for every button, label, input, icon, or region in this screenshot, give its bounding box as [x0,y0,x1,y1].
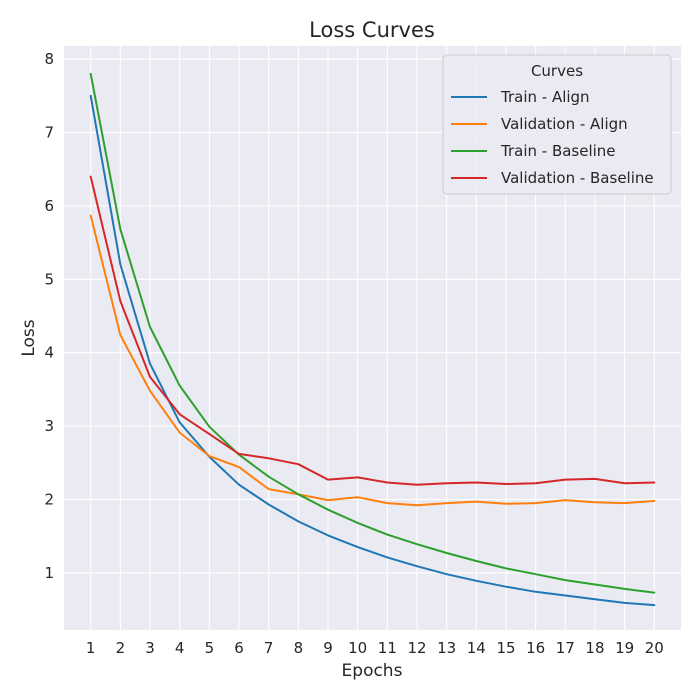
y-tick-label: 1 [44,564,54,582]
x-tick-label: 3 [145,639,155,657]
x-tick-label: 14 [467,639,486,657]
legend-title: Curves [531,62,583,80]
series-line-train-align [89,94,656,607]
x-tick-label: 2 [116,639,126,657]
y-axis-label: Loss [19,319,39,356]
chart-title: Loss Curves [309,18,435,42]
legend-items: Train - Align Validation - Align Train - B… [451,88,654,187]
legend-entry-label: Train - Align [500,88,590,106]
y-tick-label: 4 [44,344,54,362]
legend-entry-label: Validation - Baseline [501,169,654,187]
x-tick-label: 4 [175,639,185,657]
x-tick-label: 9 [323,639,333,657]
series-line-validation-align [89,214,656,507]
y-tick-labels: 1 2 3 4 5 6 7 8 [44,50,54,582]
x-tick-label: 18 [585,639,604,657]
x-tick-labels: 1 2 3 4 5 6 7 8 9 10 11 12 13 14 15 16 17 18 19 20 [86,639,664,657]
x-tick-label: 15 [496,639,515,657]
y-tick-label: 2 [44,490,54,508]
y-tick-label: 5 [44,270,54,288]
x-tick-label: 19 [615,639,634,657]
x-tick-label: 1 [86,639,96,657]
x-tick-label: 17 [556,639,575,657]
series-lines [89,72,656,607]
x-tick-label: 12 [407,639,426,657]
x-tick-label: 13 [437,639,456,657]
y-tick-label: 8 [44,50,54,68]
x-tick-label: 7 [264,639,274,657]
y-tick-label: 7 [44,124,54,142]
x-tick-label: 10 [348,639,367,657]
x-tick-label: 16 [526,639,545,657]
series-line-train-baseline [89,72,656,594]
x-tick-label: 11 [378,639,397,657]
x-tick-label: 6 [234,639,244,657]
x-axis-label: Epochs [342,661,403,681]
x-tick-label: 5 [205,639,215,657]
series-line-validation-baseline [89,175,656,486]
legend-entry-label: Validation - Align [501,115,628,133]
legend-box [442,54,672,195]
x-tick-label: 20 [645,639,664,657]
legend-entry-label: Train - Baseline [500,142,616,160]
y-tick-label: 3 [44,417,54,435]
y-tick-label: 6 [44,197,54,215]
x-tick-label: 8 [294,639,304,657]
